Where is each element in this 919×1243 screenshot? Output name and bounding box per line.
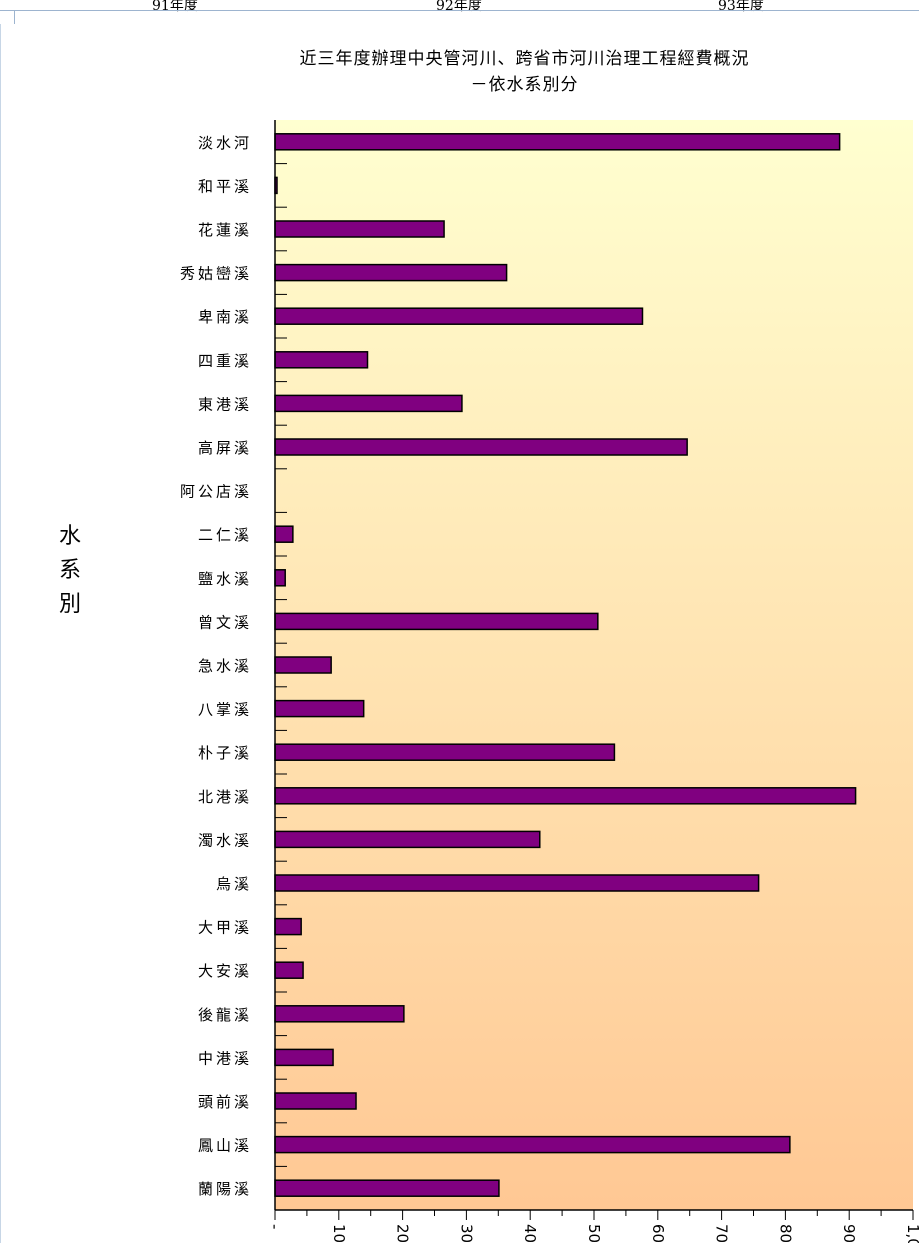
bar xyxy=(274,525,294,543)
bar xyxy=(274,133,841,151)
category-label: 朴子溪 xyxy=(198,744,252,762)
bar xyxy=(274,351,369,369)
x-tick-label: 600 xyxy=(649,1224,667,1243)
bar xyxy=(274,220,445,238)
bar xyxy=(274,699,365,718)
top-divider xyxy=(0,10,919,11)
category-label: 和平溪 xyxy=(198,177,252,195)
category-label: 大安溪 xyxy=(198,962,252,980)
category-label: 二仁溪 xyxy=(198,526,252,544)
x-tick-label: 700 xyxy=(713,1224,731,1243)
bar xyxy=(274,394,463,413)
x-tick-label: 800 xyxy=(776,1224,794,1243)
bar xyxy=(274,1092,357,1110)
bar xyxy=(274,569,286,587)
category-label: 八掌溪 xyxy=(198,701,252,719)
category-label: 淡水河 xyxy=(198,134,252,152)
y-axis-title-char: 系 xyxy=(58,558,81,583)
chart-title: 近三年度辦理中央管河川、跨省市河川治理工程經費概況 xyxy=(299,49,750,69)
x-tick-label: 300 xyxy=(457,1224,475,1243)
bar xyxy=(274,438,688,456)
bar xyxy=(274,787,857,805)
category-label: 大甲溪 xyxy=(198,919,252,937)
category-label: 後龍溪 xyxy=(198,1006,252,1024)
category-label: 高屏溪 xyxy=(198,439,252,457)
category-label: 卑南溪 xyxy=(198,308,252,326)
top-corner-notch xyxy=(0,10,15,24)
bar xyxy=(274,656,332,674)
y-axis-title-char: 水 xyxy=(58,524,81,549)
bar xyxy=(274,961,304,979)
y-axis-title-char: 別 xyxy=(58,592,81,617)
bar xyxy=(274,874,760,892)
plot-area xyxy=(275,120,913,1210)
x-tick-label: 400 xyxy=(521,1224,539,1243)
x-tick-label: 500 xyxy=(585,1224,603,1243)
bar xyxy=(274,612,599,631)
y-axis-title: 水系別 xyxy=(52,520,88,622)
x-tick-label: 1,000 xyxy=(904,1224,919,1243)
bar xyxy=(274,1005,405,1023)
category-label: 濁水溪 xyxy=(198,831,252,849)
bar xyxy=(274,743,616,761)
category-label: 北港溪 xyxy=(198,788,252,806)
category-label: 蘭陽溪 xyxy=(198,1180,252,1198)
x-tick-label: 100 xyxy=(330,1224,348,1243)
x-tick-label: 900 xyxy=(840,1224,858,1243)
left-divider xyxy=(0,24,1,1243)
bar xyxy=(274,1048,334,1067)
bar xyxy=(274,830,541,849)
category-label: 急水溪 xyxy=(198,657,252,675)
category-label: 阿公店溪 xyxy=(180,483,252,501)
category-label: 頭前溪 xyxy=(198,1093,252,1111)
category-label: 中港溪 xyxy=(198,1049,252,1067)
category-label: 曾文溪 xyxy=(198,613,252,631)
category-label: 東港溪 xyxy=(198,395,252,413)
x-tick-label: 200 xyxy=(394,1224,412,1243)
category-label: 烏溪 xyxy=(216,875,252,893)
category-label: 秀姑巒溪 xyxy=(180,265,252,283)
bar xyxy=(274,1135,791,1154)
bar xyxy=(274,263,508,282)
category-label: 四重溪 xyxy=(198,352,252,370)
bar xyxy=(274,917,302,936)
category-label: 鳳山溪 xyxy=(198,1137,252,1155)
category-label: 花蓮溪 xyxy=(198,221,252,239)
bar xyxy=(274,1179,500,1197)
chart-subtitle: －依水系別分 xyxy=(470,75,579,95)
bar xyxy=(274,307,644,325)
x-tick-label: - xyxy=(266,1224,284,1229)
category-label: 鹽水溪 xyxy=(198,570,252,588)
